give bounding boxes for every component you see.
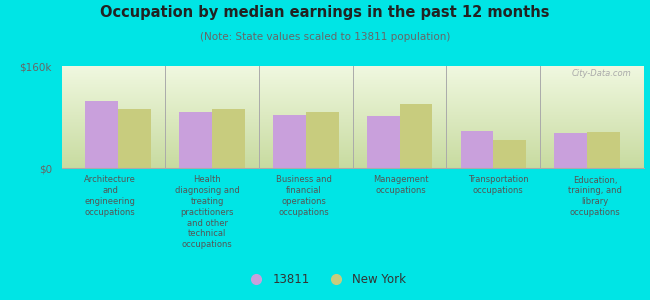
Bar: [493, 140, 526, 168]
Bar: [554, 133, 587, 168]
Text: Architecture
and
engineering
occupations: Architecture and engineering occupations: [84, 176, 136, 217]
Text: (Note: State values scaled to 13811 population): (Note: State values scaled to 13811 popu…: [200, 32, 450, 41]
Bar: [400, 104, 432, 168]
Bar: [118, 109, 151, 168]
Legend: 13811, New York: 13811, New York: [239, 269, 411, 291]
Bar: [367, 116, 400, 168]
Text: Education,
training, and
library
occupations: Education, training, and library occupat…: [568, 176, 622, 217]
Text: Business and
financial
operations
occupations: Business and financial operations occupa…: [276, 176, 332, 217]
Bar: [306, 112, 339, 168]
Text: City-Data.com: City-Data.com: [572, 69, 632, 78]
Text: Health
diagnosing and
treating
practitioners
and other
technical
occupations: Health diagnosing and treating practitio…: [175, 176, 240, 249]
Text: Transportation
occupations: Transportation occupations: [468, 176, 528, 195]
Bar: [273, 115, 306, 168]
Bar: [461, 131, 493, 168]
Text: Management
occupations: Management occupations: [373, 176, 429, 195]
Bar: [179, 112, 212, 168]
Bar: [85, 101, 118, 168]
Bar: [587, 132, 620, 168]
Bar: [212, 109, 244, 168]
Text: Occupation by median earnings in the past 12 months: Occupation by median earnings in the pas…: [100, 4, 550, 20]
